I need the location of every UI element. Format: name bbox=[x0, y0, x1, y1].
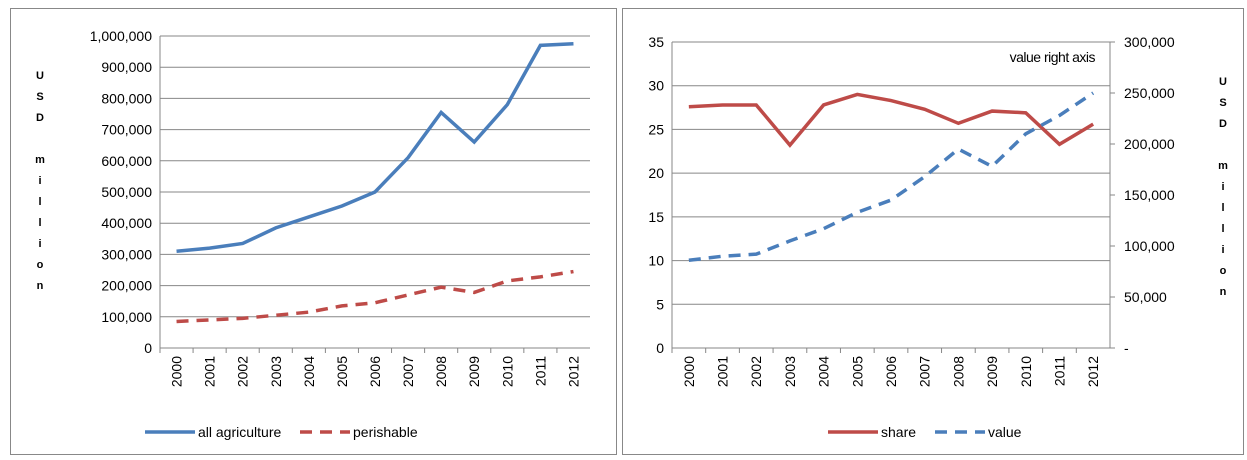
y2-tick-label: 300,000 bbox=[1124, 34, 1175, 50]
series-line bbox=[176, 42, 574, 254]
y-tick-label: 0 bbox=[656, 340, 664, 356]
x-tick-label: 2011 bbox=[1051, 356, 1067, 386]
panel bbox=[622, 8, 1244, 455]
x-tick-label: 2005 bbox=[334, 356, 350, 387]
x-tick-label: 2012 bbox=[1085, 356, 1101, 387]
x-tick-label: 2001 bbox=[202, 356, 218, 387]
y-tick-label: 25 bbox=[648, 121, 664, 137]
panel bbox=[10, 8, 617, 455]
y-tick-label: 300,000 bbox=[101, 246, 152, 262]
x-tick-label: 2008 bbox=[950, 356, 966, 387]
x-tick-label: 2007 bbox=[400, 356, 416, 387]
y2-tick-label: - bbox=[1124, 340, 1129, 356]
x-tick-label: 2006 bbox=[367, 356, 383, 387]
y-tick-label: 600,000 bbox=[101, 153, 152, 169]
x-tick-label: 2006 bbox=[883, 356, 899, 387]
x-tick-label: 2002 bbox=[235, 356, 251, 387]
x-tick-label: 2007 bbox=[917, 356, 933, 387]
y-tick-label: 0 bbox=[144, 340, 152, 356]
x-tick-label: 2000 bbox=[681, 356, 697, 387]
y-tick-label: 200,000 bbox=[101, 278, 152, 294]
y2-tick-label: 150,000 bbox=[1124, 187, 1175, 203]
x-tick-label: 2011 bbox=[532, 356, 548, 386]
x-tick-label: 2010 bbox=[499, 356, 515, 387]
y-tick-label: 20 bbox=[648, 165, 664, 181]
x-tick-label: 2008 bbox=[433, 356, 449, 387]
y-tick-label: 30 bbox=[648, 78, 664, 94]
annotation: value right axis bbox=[1010, 49, 1096, 65]
y2-tick-label: 50,000 bbox=[1124, 289, 1167, 305]
y-tick-label: 1,000,000 bbox=[90, 28, 152, 44]
x-tick-label: 2003 bbox=[268, 356, 284, 387]
x-tick-label: 2004 bbox=[816, 356, 832, 387]
y-tick-label: 700,000 bbox=[101, 122, 152, 138]
y2-axis-title: USD million bbox=[1217, 76, 1229, 307]
y2-tick-label: 250,000 bbox=[1124, 85, 1175, 101]
y-tick-label: 400,000 bbox=[101, 215, 152, 231]
legend-label: all agriculture bbox=[198, 424, 281, 440]
series-line bbox=[688, 91, 1095, 263]
x-tick-label: 2009 bbox=[466, 356, 482, 387]
series-line bbox=[176, 269, 574, 324]
y-tick-label: 900,000 bbox=[101, 59, 152, 75]
y-tick-label: 5 bbox=[656, 296, 664, 312]
x-tick-label: 2009 bbox=[984, 356, 1000, 387]
legend-label: value bbox=[988, 424, 1022, 440]
x-tick-label: 2010 bbox=[1018, 356, 1034, 387]
x-tick-label: 2005 bbox=[849, 356, 865, 387]
y2-tick-label: 100,000 bbox=[1124, 238, 1175, 254]
y-tick-label: 15 bbox=[648, 209, 664, 225]
x-tick-label: 2002 bbox=[748, 356, 764, 387]
x-tick-label: 2001 bbox=[715, 356, 731, 387]
x-tick-label: 2012 bbox=[565, 356, 581, 387]
y-tick-label: 10 bbox=[648, 253, 664, 269]
y2-tick-label: 200,000 bbox=[1124, 136, 1175, 152]
y-tick-label: 500,000 bbox=[101, 184, 152, 200]
y-tick-label: 800,000 bbox=[101, 90, 152, 106]
y-axis-title: USD million bbox=[34, 70, 46, 301]
x-tick-label: 2000 bbox=[169, 356, 185, 387]
y-tick-label: 35 bbox=[648, 34, 664, 50]
y-tick-label: 100,000 bbox=[101, 309, 152, 325]
legend-label: perishable bbox=[353, 424, 418, 440]
series-line bbox=[688, 92, 1095, 148]
x-tick-label: 2003 bbox=[782, 356, 798, 387]
x-tick-label: 2004 bbox=[301, 356, 317, 387]
legend-label: share bbox=[881, 424, 916, 440]
